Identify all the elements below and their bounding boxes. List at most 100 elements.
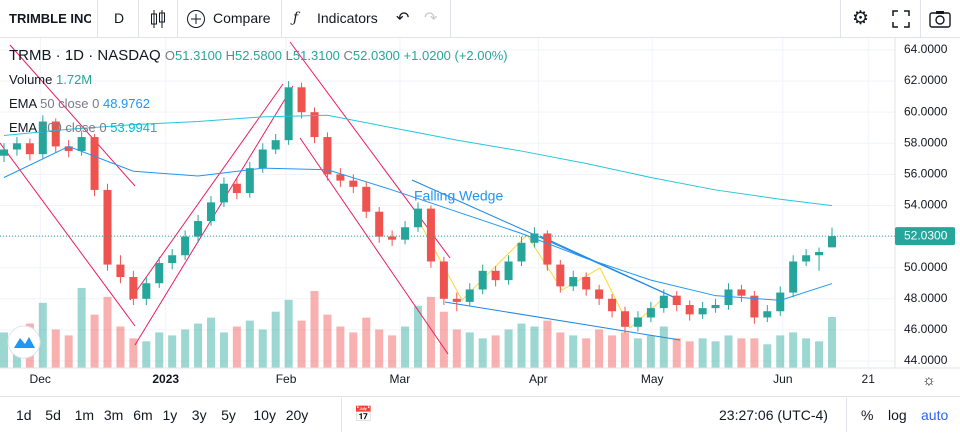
volume-bar — [336, 326, 345, 368]
separator — [920, 0, 921, 37]
interval-button[interactable]: D — [114, 10, 125, 26]
date-range-button[interactable]: 📅 — [354, 406, 373, 423]
candle-body — [698, 308, 707, 315]
volume-bar — [129, 338, 138, 368]
candle-body — [245, 168, 254, 194]
candle-body — [194, 221, 203, 237]
candle-body — [271, 140, 280, 150]
percent-toggle[interactable]: % — [861, 407, 874, 423]
chart-type-button[interactable] — [149, 9, 167, 46]
volume-bar — [181, 329, 190, 368]
candle-body — [608, 298, 617, 312]
trend-line — [299, 137, 449, 355]
y-tick-label: 64.0000 — [904, 42, 948, 56]
candle-body — [38, 121, 47, 155]
candle-body — [129, 277, 138, 299]
volume-bar — [815, 341, 824, 368]
volume-bar — [439, 311, 448, 368]
symbol-search[interactable]: TRIMBLE INC — [9, 11, 91, 26]
range-button[interactable]: 3m — [103, 407, 124, 423]
candle-body — [827, 236, 837, 248]
y-tick-label: 54.0000 — [904, 198, 948, 212]
candle-body — [646, 308, 655, 318]
candle-body — [401, 227, 410, 240]
candle-body — [789, 261, 798, 293]
volume-bar — [413, 305, 423, 368]
range-button[interactable]: 3y — [191, 407, 207, 423]
toolbar: TRIMBLE INC D Compare ƒ Indicators ↶ ↷ ⚙ — [0, 0, 960, 38]
candle-body — [297, 87, 306, 113]
compare-button[interactable]: Compare — [213, 10, 271, 26]
volume-bar — [51, 329, 60, 368]
y-tick-label: 44.0000 — [904, 353, 948, 367]
candle-body — [620, 311, 630, 327]
candle-body — [64, 146, 73, 152]
volume-bar — [297, 320, 306, 368]
separator — [846, 398, 847, 432]
snapshot-button[interactable] — [929, 10, 951, 47]
wedge-line — [539, 235, 681, 301]
y-tick-label: 60.0000 — [904, 104, 948, 118]
chart: Falling Wedge ☼ 44.0000 46.0000 48.0000 50.… — [0, 38, 960, 389]
x-tick-label: 21 — [862, 372, 876, 386]
log-toggle[interactable]: log — [888, 407, 907, 423]
last-price-label: 52.0300 — [904, 228, 948, 242]
volume-bar — [284, 299, 293, 368]
range-button[interactable]: 1d — [16, 407, 32, 423]
compare-icon[interactable] — [186, 9, 206, 46]
time-axis-settings[interactable]: ☼ — [922, 372, 936, 389]
volume-bar — [556, 332, 565, 368]
undo-button[interactable]: ↶ — [396, 10, 410, 27]
range-button[interactable]: 20y — [285, 407, 309, 423]
volume-bar — [478, 338, 487, 368]
x-tick-label: Apr — [529, 372, 548, 386]
range-button[interactable]: 10y — [253, 407, 276, 423]
range-button[interactable]: 5y — [221, 407, 236, 423]
settings-button[interactable]: ⚙ — [852, 8, 870, 29]
last-price-box — [895, 227, 955, 246]
candle-body — [12, 143, 21, 150]
range-button[interactable]: 5d — [45, 407, 61, 423]
candle-body — [659, 295, 668, 309]
volume-bar — [504, 329, 513, 368]
auto-toggle[interactable]: auto — [921, 407, 949, 423]
volume-bar — [724, 335, 733, 368]
separator — [97, 0, 98, 37]
volume-bar — [103, 296, 112, 368]
volume-bar — [64, 335, 73, 368]
y-tick-label: 62.0000 — [904, 73, 948, 87]
volume-bar — [401, 326, 410, 368]
indicators-button[interactable]: Indicators — [317, 10, 378, 26]
volume-bar — [349, 332, 358, 368]
clock: 23:27:06 (UTC-4) — [719, 407, 828, 423]
separator — [450, 0, 451, 37]
volume-bar — [323, 314, 332, 368]
volume-bar — [582, 338, 591, 368]
volume-bar — [620, 332, 630, 368]
candle-body — [763, 311, 772, 318]
candle-body — [711, 305, 720, 309]
logo — [7, 325, 41, 359]
candle-body — [465, 289, 474, 302]
range-button[interactable]: 1m — [74, 407, 95, 423]
range-button[interactable]: 1y — [162, 407, 178, 423]
volume-bar — [465, 332, 474, 368]
range-button[interactable]: 6m — [133, 407, 153, 423]
redo-button[interactable]: ↷ — [424, 10, 438, 27]
volume-bar — [763, 344, 772, 368]
candle-body — [504, 261, 513, 281]
y-tick-label: 46.0000 — [904, 322, 948, 336]
volume-bar — [362, 317, 371, 368]
fullscreen-button[interactable] — [892, 10, 910, 47]
volume-bar — [595, 329, 604, 368]
volume-bar — [530, 326, 539, 368]
candle-body — [413, 208, 423, 228]
volume-bar — [0, 332, 9, 368]
volume-bar — [90, 314, 99, 368]
candle-body — [815, 251, 824, 256]
candle-body — [142, 283, 151, 299]
volume-bar — [142, 341, 151, 368]
candle-body — [439, 261, 448, 299]
candle-body — [90, 137, 99, 190]
